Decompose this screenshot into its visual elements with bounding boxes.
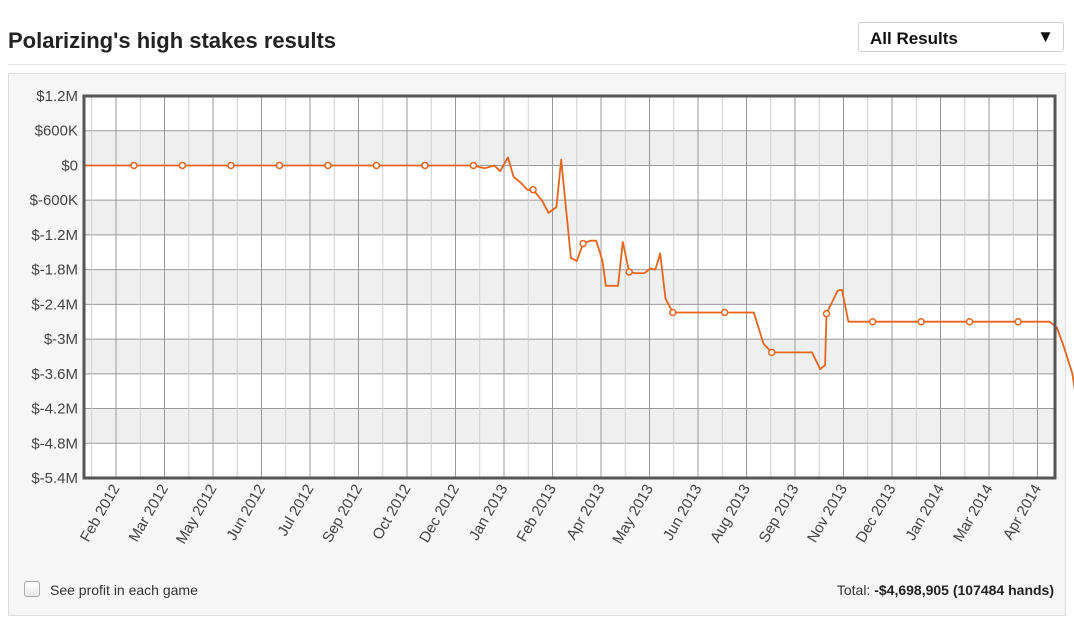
profit-per-game-label: See profit in each game — [50, 582, 198, 598]
series-point — [669, 308, 677, 317]
x-tick-label: Aug 2013 — [707, 482, 754, 546]
series-point — [720, 308, 729, 317]
y-tick-label: $-600K — [30, 192, 78, 209]
series-point — [324, 161, 332, 170]
x-tick-label: Apr 2014 — [1000, 482, 1045, 543]
y-tick-label: $-4.2M — [31, 401, 78, 418]
y-tick-label: $-2.4M — [31, 296, 78, 313]
y-tick-label: $-1.2M — [31, 227, 78, 244]
x-tick-label: Jan 2013 — [466, 482, 512, 544]
plot-band — [84, 200, 1055, 235]
series-point — [529, 186, 537, 194]
series-point — [227, 161, 235, 170]
x-tick-label: Oct 2012 — [369, 482, 414, 543]
x-tick-label: Jun 2013 — [660, 482, 706, 544]
series-point — [965, 317, 974, 326]
series-point — [625, 268, 633, 276]
x-tick-label: May 2013 — [609, 482, 657, 548]
total-label: Total: — [836, 582, 871, 598]
plot-band — [84, 269, 1055, 305]
y-tick-label: $-1.8M — [31, 262, 78, 279]
series-point — [868, 317, 877, 326]
x-tick-label: Mar 2014 — [950, 482, 996, 545]
x-tick-label: Jul 2012 — [274, 482, 317, 540]
y-axis-ticks: $1.2M $600K $0 $-600K $-1.2M $-1.8M $-2.4M $-3M… — [30, 88, 78, 487]
x-tick-label: Nov 2013 — [804, 482, 851, 546]
series-point — [275, 161, 284, 170]
series-point — [421, 161, 429, 170]
plot-band — [84, 408, 1055, 444]
y-tick-label: $1.2M — [36, 88, 78, 105]
x-tick-label: May 2012 — [173, 482, 221, 548]
total-value: -$4,698,905 (107484 hands) — [874, 582, 1054, 598]
chart-bands — [84, 96, 1055, 478]
series-point — [469, 161, 478, 170]
x-tick-label: Mar 2012 — [126, 482, 172, 545]
results-filter-select[interactable]: All Results ▼ — [858, 22, 1064, 52]
x-tick-label: Dec 2012 — [416, 482, 463, 546]
page-title: Polarizing's high stakes results — [8, 28, 337, 53]
x-tick-label: Apr 2013 — [563, 482, 608, 543]
series-point — [130, 161, 138, 170]
plot-band — [84, 130, 1055, 166]
series-point — [822, 309, 831, 318]
x-tick-label: Sep 2013 — [756, 482, 803, 546]
series-point — [1014, 317, 1022, 326]
x-tick-label: Dec 2013 — [853, 482, 900, 546]
y-tick-label: $-5.4M — [31, 470, 78, 487]
series-point — [178, 161, 187, 170]
series-point — [372, 161, 381, 170]
x-axis-ticks: Feb 2012 Mar 2012 May 2012 Jun 2012 Jul 2012… — [77, 482, 1045, 548]
results-series — [84, 156, 1074, 391]
series-point — [767, 348, 776, 357]
total-summary: Total: -$4,698,905 (107484 hands) — [837, 582, 1054, 598]
profit-per-game-checkbox[interactable] — [24, 581, 40, 597]
y-tick-label: $-3M — [44, 331, 78, 348]
results-filter-value: All Results — [870, 29, 958, 48]
y-tick-label: $-4.8M — [31, 435, 78, 452]
plot-frame — [82, 94, 1057, 480]
y-tick-label: $0 — [61, 157, 78, 174]
x-tick-label: Sep 2012 — [319, 482, 366, 546]
plot-band — [84, 339, 1055, 374]
series-point — [579, 239, 587, 248]
series-point — [917, 317, 925, 326]
x-tick-label: Feb 2013 — [514, 482, 560, 545]
y-tick-label: $600K — [35, 123, 78, 140]
x-tick-label: Jan 2014 — [902, 482, 948, 544]
x-tick-label: Jun 2012 — [223, 482, 269, 544]
chevron-down-icon: ▼ — [1037, 27, 1054, 46]
header-divider — [8, 64, 1066, 65]
x-tick-label: Feb 2012 — [77, 482, 123, 545]
y-tick-label: $-3.6M — [31, 366, 78, 383]
